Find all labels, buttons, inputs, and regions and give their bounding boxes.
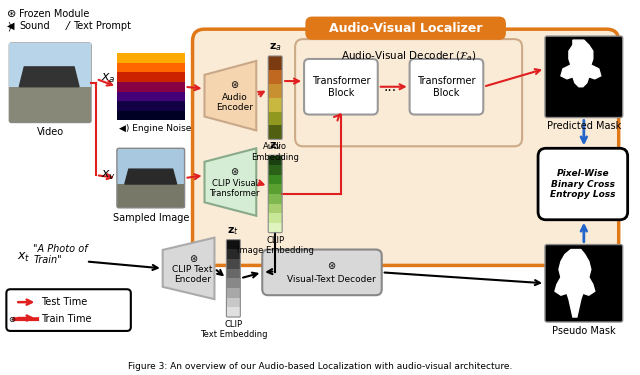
- Bar: [268, 213, 282, 223]
- Text: ⊛: ⊛: [8, 9, 17, 20]
- FancyBboxPatch shape: [538, 148, 628, 220]
- Text: $\mathbf{z}_v$: $\mathbf{z}_v$: [269, 141, 282, 152]
- FancyBboxPatch shape: [295, 39, 522, 146]
- Bar: [117, 101, 184, 111]
- Polygon shape: [125, 169, 177, 184]
- Bar: [268, 112, 282, 126]
- Bar: [268, 204, 282, 213]
- Text: ...: ...: [383, 80, 396, 94]
- Bar: [268, 165, 282, 175]
- Text: CLIP
Text Embedding: CLIP Text Embedding: [200, 320, 267, 339]
- Text: Pseudo Mask: Pseudo Mask: [552, 326, 616, 336]
- Text: ◀) Engine Noise: ◀) Engine Noise: [119, 124, 191, 134]
- FancyBboxPatch shape: [545, 244, 623, 322]
- Bar: [268, 98, 282, 112]
- FancyBboxPatch shape: [6, 289, 131, 331]
- Polygon shape: [561, 40, 601, 87]
- Bar: [268, 184, 282, 194]
- Bar: [10, 43, 91, 87]
- Text: Sampled Image: Sampled Image: [113, 213, 189, 223]
- Text: ⊛: ⊛: [189, 254, 196, 264]
- Bar: [227, 249, 241, 259]
- Text: Transformer
Block: Transformer Block: [417, 76, 476, 98]
- Bar: [227, 298, 241, 307]
- Polygon shape: [19, 67, 79, 87]
- Text: Test Time: Test Time: [41, 297, 88, 307]
- Text: $x_a$: $x_a$: [101, 72, 115, 86]
- Text: Audio
Embedding: Audio Embedding: [252, 142, 299, 162]
- Text: Transformer
Block: Transformer Block: [312, 76, 370, 98]
- Text: CLIP Visual
Transformer: CLIP Visual Transformer: [209, 179, 260, 198]
- Bar: [227, 288, 241, 298]
- Bar: [117, 72, 184, 82]
- Polygon shape: [555, 249, 595, 317]
- Polygon shape: [205, 148, 256, 216]
- Text: Text Prompt: Text Prompt: [73, 21, 131, 31]
- FancyBboxPatch shape: [193, 29, 619, 266]
- Text: ⊛: ⊛: [230, 167, 239, 177]
- Bar: [268, 155, 282, 165]
- Polygon shape: [163, 238, 214, 299]
- Text: ◀: ◀: [8, 21, 15, 31]
- Text: $\mathbf{z}_t$: $\mathbf{z}_t$: [227, 225, 239, 237]
- Bar: [117, 53, 184, 120]
- Bar: [117, 53, 184, 63]
- Bar: [268, 175, 282, 184]
- Text: CLIP
Image Embedding: CLIP Image Embedding: [237, 236, 314, 255]
- Bar: [10, 87, 91, 123]
- Bar: [117, 92, 184, 101]
- Text: Pixel-Wise
Binary Cross
Entropy Loss: Pixel-Wise Binary Cross Entropy Loss: [550, 169, 616, 199]
- Bar: [227, 268, 241, 278]
- Text: "A Photo of
Train": "A Photo of Train": [33, 244, 88, 265]
- Bar: [227, 278, 241, 288]
- Bar: [117, 148, 184, 184]
- Bar: [117, 63, 184, 72]
- Bar: [268, 56, 282, 70]
- Text: ⊛: ⊛: [230, 80, 239, 90]
- Text: Sound: Sound: [19, 21, 50, 31]
- Text: $x_v$: $x_v$: [101, 168, 116, 182]
- FancyBboxPatch shape: [10, 43, 91, 123]
- FancyBboxPatch shape: [545, 36, 623, 117]
- Bar: [268, 70, 282, 84]
- Text: Train Time: Train Time: [41, 314, 92, 324]
- Text: Video: Video: [36, 128, 64, 138]
- Text: Audio-Visual Decoder ($\mathcal{F}_a$): Audio-Visual Decoder ($\mathcal{F}_a$): [341, 49, 476, 63]
- Text: CLIP Text
Encoder: CLIP Text Encoder: [172, 265, 213, 284]
- Bar: [268, 126, 282, 140]
- Bar: [268, 84, 282, 98]
- Text: Visual-Text Decoder: Visual-Text Decoder: [287, 275, 376, 284]
- FancyBboxPatch shape: [306, 17, 505, 39]
- FancyBboxPatch shape: [262, 249, 381, 295]
- Bar: [227, 308, 241, 317]
- Bar: [268, 223, 282, 232]
- Bar: [117, 111, 184, 120]
- Text: Audio-Visual Localizer: Audio-Visual Localizer: [329, 22, 483, 35]
- Text: ): ): [8, 21, 11, 31]
- Text: /: /: [66, 21, 70, 31]
- Bar: [227, 240, 241, 249]
- Bar: [227, 259, 241, 268]
- Text: $\mathbf{z}_a$: $\mathbf{z}_a$: [269, 41, 282, 53]
- Text: Frozen Module: Frozen Module: [19, 9, 90, 20]
- Text: $x_t$: $x_t$: [17, 251, 31, 264]
- FancyBboxPatch shape: [410, 59, 483, 114]
- Text: ⊛: ⊛: [328, 261, 335, 270]
- Text: ⊛: ⊛: [8, 315, 15, 324]
- Text: Figure 3: An overview of our Audio-based Localization with audio-visual architec: Figure 3: An overview of our Audio-based…: [128, 362, 512, 371]
- Text: Predicted Mask: Predicted Mask: [547, 122, 621, 132]
- FancyBboxPatch shape: [304, 59, 378, 114]
- Bar: [117, 82, 184, 92]
- Polygon shape: [205, 61, 256, 130]
- Text: Audio
Encoder: Audio Encoder: [216, 93, 253, 112]
- Bar: [117, 184, 184, 208]
- Bar: [268, 194, 282, 204]
